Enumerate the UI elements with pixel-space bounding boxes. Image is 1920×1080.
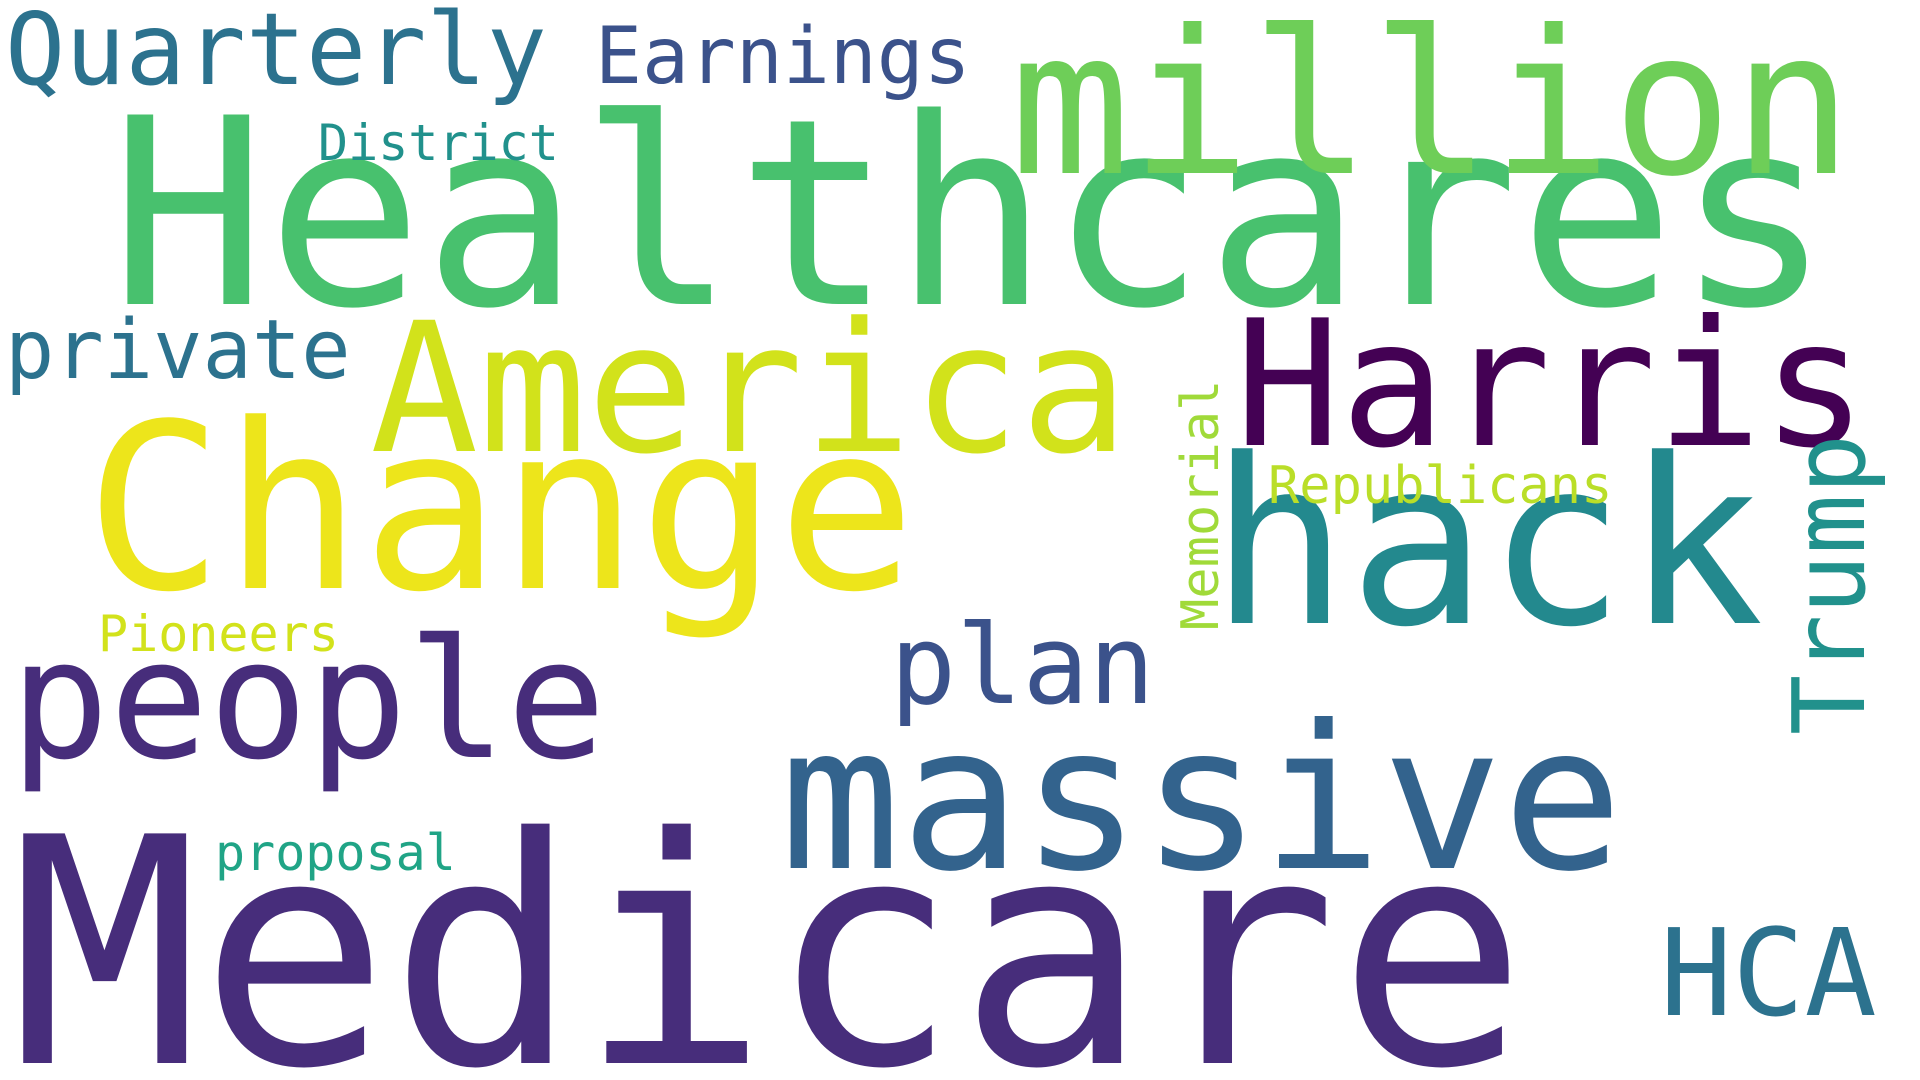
word-massive: massive <box>780 683 1623 916</box>
word-trump: Trump <box>1771 433 1888 735</box>
word-people: people <box>10 604 607 796</box>
word-district: District <box>318 114 559 172</box>
word-memorial: Memorial <box>1171 379 1231 630</box>
word-change: Change <box>85 376 916 643</box>
word-america: America <box>370 285 1129 494</box>
word-harris: Harris <box>1235 284 1868 487</box>
word-medicare: Medicare <box>10 772 1528 1080</box>
word-million: million <box>1010 0 1853 221</box>
word-proposal: proposal <box>215 824 456 882</box>
word-healthcares: Healthcares <box>110 64 1832 366</box>
word-earnings: Earnings <box>595 12 971 102</box>
word-quarterly: Quarterly <box>5 0 547 108</box>
word-republicans: Republicans <box>1268 456 1613 516</box>
word-pioneers: Pioneers <box>98 605 339 663</box>
word-plan: plan <box>890 601 1155 729</box>
word-hack: hack <box>1210 411 1764 678</box>
word-private: private <box>5 303 351 398</box>
word-hca: HCA <box>1660 905 1877 1044</box>
